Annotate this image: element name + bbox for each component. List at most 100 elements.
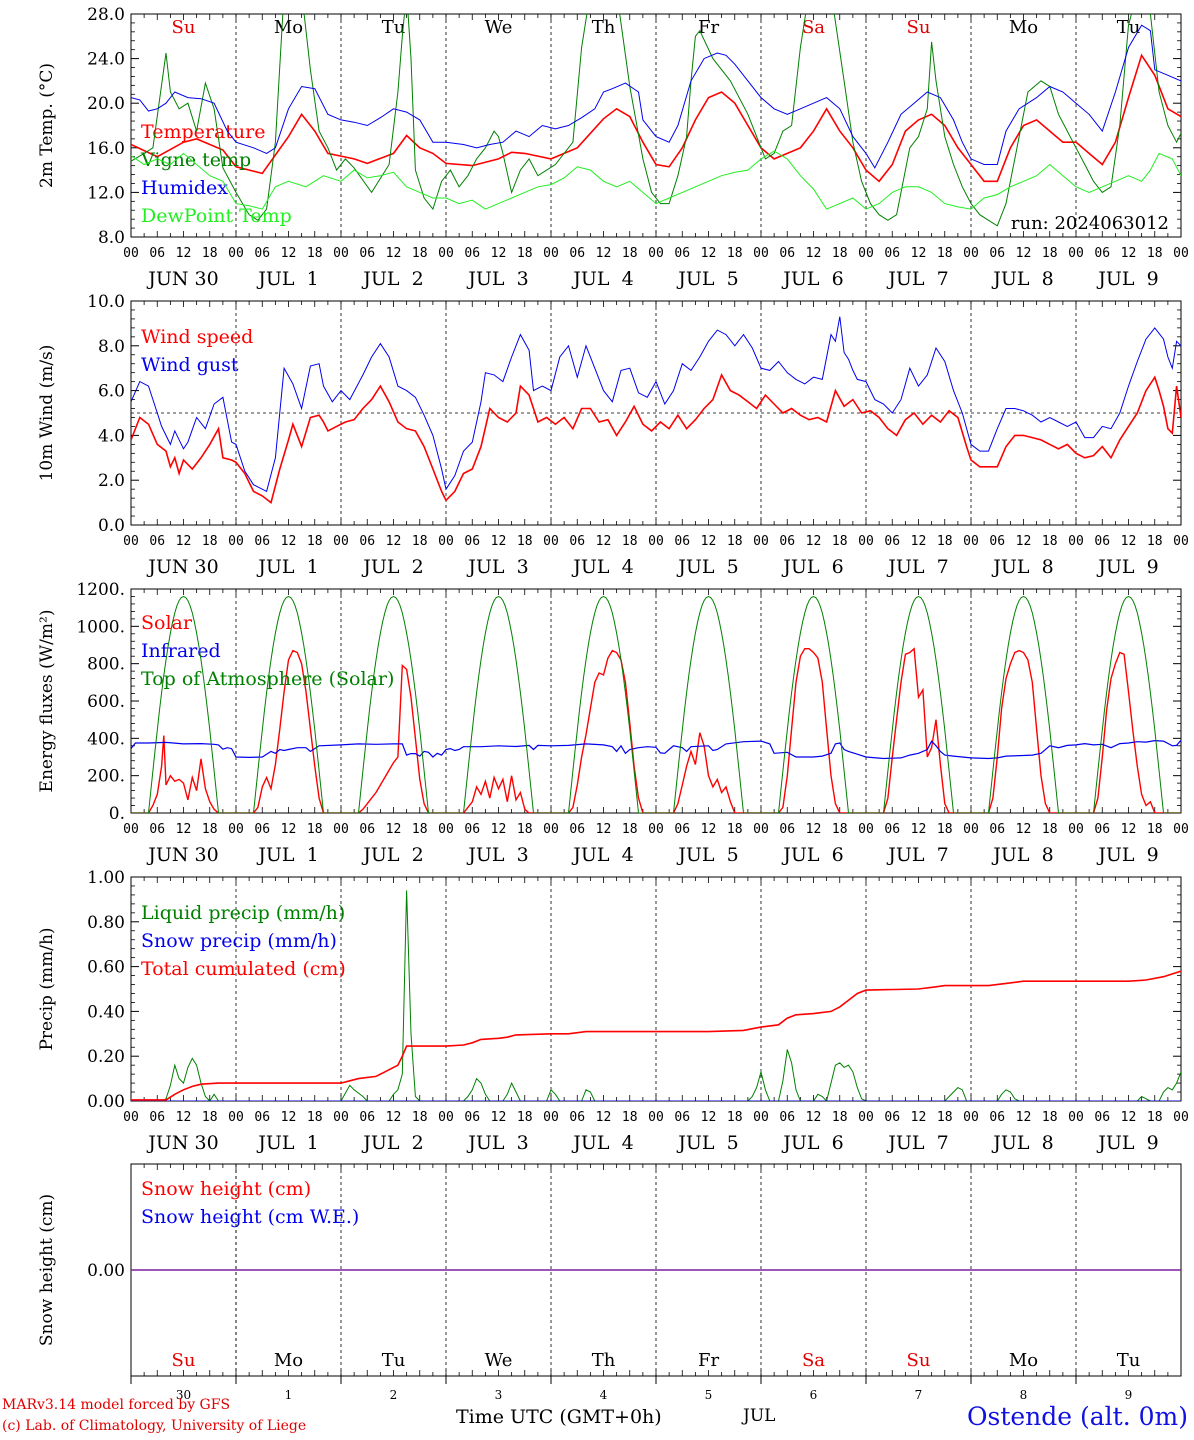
flux-legend-2: Top of Atmosphere (Solar)	[141, 668, 394, 690]
temp-hour-label: 00	[228, 246, 244, 261]
wind-hour-label: 18	[517, 534, 533, 549]
flux-hour-label: 06	[149, 822, 165, 837]
temp-weekday-label: Sa	[802, 17, 825, 38]
flux-hour-label: 18	[1147, 822, 1163, 837]
wind-y-tick-label: 10.0	[87, 292, 125, 312]
wind-hour-label: 12	[491, 534, 507, 549]
precip-day-label: JUL 6	[781, 1132, 843, 1154]
wind-hour-label: 18	[202, 534, 218, 549]
precip-hour-label: 00	[648, 1110, 664, 1125]
snow-day-number: 9	[1125, 1388, 1133, 1400]
wind-hour-label: 12	[701, 534, 717, 549]
temp-hour-label: 12	[911, 246, 927, 261]
flux-series-solar	[131, 647, 1181, 813]
temp-hour-label: 00	[858, 246, 874, 261]
precip-hour-label: 18	[727, 1110, 743, 1125]
snow-weekday-label: Th	[592, 1350, 616, 1371]
temp-series-humidex	[131, 24, 1181, 169]
temp-day-label: JUL 5	[676, 268, 738, 290]
temp-hour-label: 18	[202, 246, 218, 261]
temp-hour-label: 12	[491, 246, 507, 261]
wind-hour-label: 06	[149, 534, 165, 549]
wind-hour-label: 12	[176, 534, 192, 549]
precip-y-tick-label: 0.80	[87, 913, 125, 933]
flux-hour-label: 06	[254, 822, 270, 837]
wind-day-label: JUL 2	[361, 556, 423, 578]
temp-day-label: JUL 1	[256, 268, 318, 290]
temp-hour-label: 12	[701, 246, 717, 261]
wind-day-label: JUL 6	[781, 556, 843, 578]
flux-hour-label: 12	[386, 822, 402, 837]
precip-hour-label: 18	[1042, 1110, 1058, 1125]
wind-hour-label: 00	[543, 534, 559, 549]
flux-legend-1: Infrared	[141, 640, 221, 662]
flux-day-label: JUL 4	[571, 844, 633, 866]
precip-hour-label: 12	[596, 1110, 612, 1125]
flux-hour-label: 00	[648, 822, 664, 837]
flux-frame	[130, 588, 1182, 814]
flux-hour-label: 00	[1068, 822, 1084, 837]
precip-hour-label: 00	[1068, 1110, 1084, 1125]
flux-hour-label: 12	[911, 822, 927, 837]
wind-y-tick-label: 0.0	[98, 516, 125, 536]
wind-legend-1: Wind gust	[141, 354, 239, 376]
precip-hour-label: 06	[464, 1110, 480, 1125]
temp-legend-2: Humidex	[141, 177, 228, 199]
precip-hour-label: 00	[228, 1110, 244, 1125]
temp-hour-label: 00	[438, 246, 454, 261]
wind-hour-label: 00	[1173, 534, 1189, 549]
precip-hour-label: 06	[359, 1110, 375, 1125]
temp-weekday-label: Su	[172, 17, 196, 38]
snow-weekday-label: Tu	[382, 1350, 406, 1371]
flux-hour-label: 06	[884, 822, 900, 837]
flux-day-label: JUL 6	[781, 844, 843, 866]
temp-weekday-label: Mo	[274, 17, 303, 38]
precip-hour-label: 12	[176, 1110, 192, 1125]
wind-hour-label: 12	[596, 534, 612, 549]
precip-day-label: JUL 9	[1096, 1132, 1158, 1154]
flux-y-tick-label: 200.	[87, 767, 125, 787]
flux-hour-label: 06	[674, 822, 690, 837]
snow-weekday-label: Mo	[274, 1350, 303, 1371]
flux-hour-label: 12	[491, 822, 507, 837]
snow-day-number: 6	[810, 1388, 818, 1400]
wind-day-label: JUN 30	[146, 556, 218, 578]
temp-legend-3: DewPoint Temp	[141, 205, 292, 227]
wind-hour-label: 00	[228, 534, 244, 549]
flux-hour-label: 12	[176, 822, 192, 837]
temp-weekday-label: Su	[907, 17, 931, 38]
precip-y-tick-label: 0.60	[87, 958, 125, 978]
precip-hour-label: 18	[517, 1110, 533, 1125]
temp-hour-label: 00	[963, 246, 979, 261]
wind-hour-label: 18	[1042, 534, 1058, 549]
flux-y-tick-label: 400.	[87, 729, 125, 749]
precip-hour-label: 00	[753, 1110, 769, 1125]
temp-hour-label: 06	[1094, 246, 1110, 261]
model-credit: MARv3.14 model forced by GFS	[2, 1397, 231, 1413]
wind-hour-label: 12	[281, 534, 297, 549]
flux-hour-label: 00	[1173, 822, 1189, 837]
flux-y-tick-label: 800.	[87, 655, 125, 675]
precip-y-tick-label: 0.00	[87, 1092, 125, 1112]
precip-day-label: JUL 2	[361, 1132, 423, 1154]
temp-hour-label: 18	[517, 246, 533, 261]
temp-hour-label: 12	[596, 246, 612, 261]
wind-hour-label: 18	[727, 534, 743, 549]
wind-hour-label: 00	[123, 534, 139, 549]
wind-day-label: JUL 5	[676, 556, 738, 578]
wind-hour-label: 00	[648, 534, 664, 549]
temp-hour-label: 06	[149, 246, 165, 261]
wind-hour-label: 06	[779, 534, 795, 549]
temp-hour-label: 00	[1173, 246, 1189, 261]
wind-hour-label: 12	[806, 534, 822, 549]
temp-day-label: JUL 2	[361, 268, 423, 290]
wind-day-label: JUL 3	[466, 556, 528, 578]
precip-hour-label: 12	[281, 1110, 297, 1125]
flux-hour-label: 12	[806, 822, 822, 837]
temp-y-axis-label: 2m Temp. (°C)	[37, 63, 57, 188]
wind-hour-label: 00	[333, 534, 349, 549]
precip-series-total-cumulated-cm-	[131, 970, 1181, 1101]
temp-hour-label: 18	[412, 246, 428, 261]
flux-day-label: JUL 7	[886, 844, 948, 866]
wind-hour-label: 00	[438, 534, 454, 549]
